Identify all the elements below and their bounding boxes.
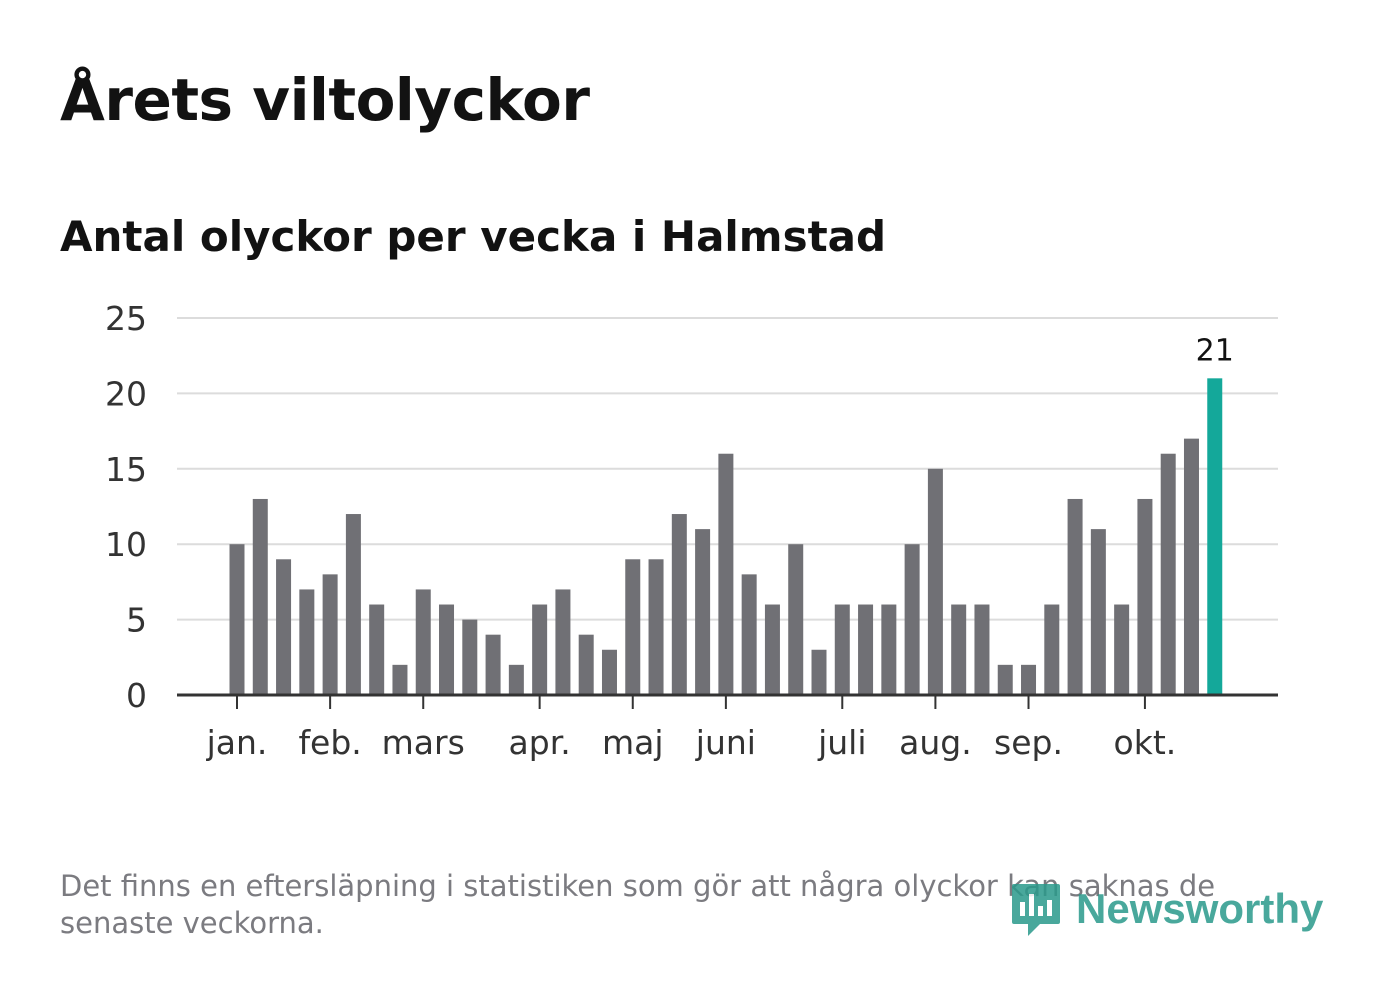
- x-tick-label: aug.: [899, 723, 972, 762]
- bar: [881, 604, 897, 695]
- bar: [439, 604, 455, 695]
- bar: [345, 514, 361, 695]
- bar: [462, 619, 478, 695]
- y-tick-label: 20: [105, 374, 147, 413]
- newsworthy-logo-icon: [1012, 884, 1060, 936]
- x-tick-label: feb.: [298, 723, 361, 762]
- bar: [671, 514, 687, 695]
- brand-logo: Newsworthy: [1010, 878, 1323, 940]
- y-tick-label: 10: [105, 525, 147, 564]
- bar: [1090, 529, 1106, 695]
- bar: [927, 468, 943, 695]
- bar: [369, 604, 385, 695]
- bar: [741, 574, 757, 695]
- bar: [718, 453, 734, 695]
- bar: [788, 544, 804, 695]
- x-tick-label: maj: [602, 723, 664, 762]
- bar: [229, 544, 245, 695]
- bar: [485, 634, 501, 695]
- bar: [276, 559, 292, 695]
- bar: [764, 604, 780, 695]
- bar: [1207, 378, 1223, 695]
- bar-chart: 0 5 10 15 20 25 21 jan. feb. mars apr. maj juni juli a…: [105, 299, 1278, 762]
- y-tick-label: 15: [105, 450, 147, 489]
- bar: [392, 664, 408, 695]
- bar: [601, 649, 617, 695]
- bar: [322, 574, 338, 695]
- brand-name: Newsworthy: [1076, 885, 1324, 932]
- bar: [532, 604, 548, 695]
- x-tick-label: juli: [817, 723, 866, 762]
- y-tick-label: 0: [126, 676, 147, 715]
- x-tick-label: juni: [695, 723, 756, 762]
- bar: [834, 604, 850, 695]
- chart-subtitle: Antal olyckor per vecka i Halmstad: [60, 212, 887, 261]
- chart-title: Årets viltolyckor: [60, 66, 590, 134]
- x-tick-label: sep.: [994, 723, 1063, 762]
- bar: [508, 664, 524, 695]
- x-tick-label: okt.: [1114, 723, 1177, 762]
- bar: [811, 649, 827, 695]
- bar: [415, 589, 431, 695]
- x-tick-label: apr.: [509, 723, 571, 762]
- bar: [625, 559, 641, 695]
- bar: [578, 634, 594, 695]
- y-tick-label: 25: [105, 299, 147, 338]
- bar: [974, 604, 990, 695]
- y-tick-label: 5: [126, 601, 147, 640]
- bar: [1114, 604, 1130, 695]
- bar: [299, 589, 315, 695]
- bar: [858, 604, 874, 695]
- bar: [252, 498, 268, 695]
- bar: [951, 604, 967, 695]
- bar: [648, 559, 664, 695]
- bar: [1160, 453, 1176, 695]
- data-label: 21: [1196, 333, 1234, 368]
- bar: [555, 589, 571, 695]
- bar: [1067, 498, 1083, 695]
- bar: [904, 544, 920, 695]
- x-tick-label: jan.: [206, 723, 268, 762]
- bar: [1137, 498, 1153, 695]
- bar: [1044, 604, 1060, 695]
- bar: [1183, 438, 1199, 695]
- bar: [695, 529, 711, 695]
- bar: [1021, 664, 1037, 695]
- bar: [997, 664, 1013, 695]
- x-tick-label: mars: [382, 723, 465, 762]
